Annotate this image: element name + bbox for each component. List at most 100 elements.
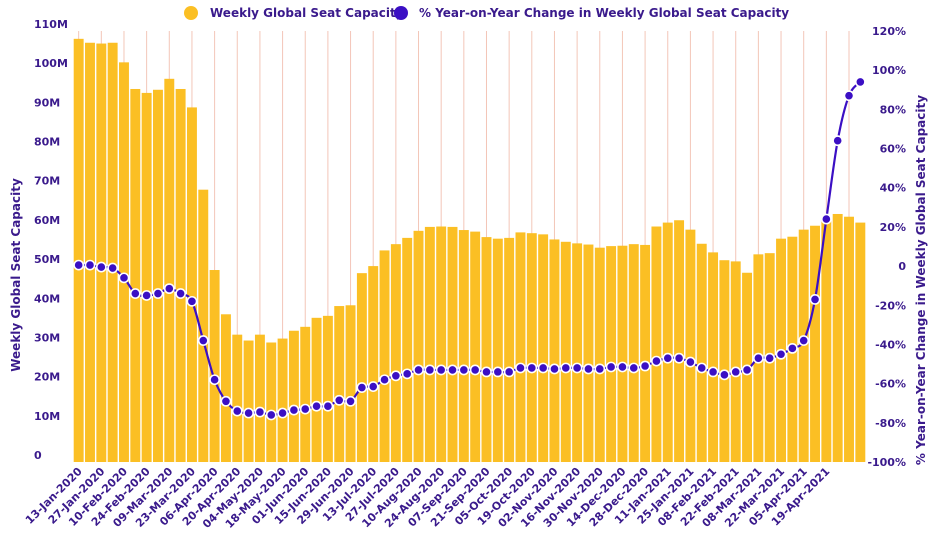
yoy-point	[277, 407, 288, 419]
capacity-bar	[810, 225, 820, 462]
yoy-point	[526, 362, 538, 374]
capacity-bar	[141, 92, 152, 462]
yoy-point	[129, 288, 141, 299]
yoy-point	[515, 362, 526, 374]
right-axis: -100% -80% -60% -40% -20% 0 20% 40% 60% 80% 100% 12…	[867, 25, 906, 469]
yoy-point	[447, 364, 458, 376]
capacity-bar	[164, 78, 175, 462]
capacity-bar	[696, 243, 707, 462]
capacity-bar	[254, 334, 265, 462]
left-tick-label: 100M	[34, 57, 68, 70]
yoy-point	[95, 261, 107, 273]
yoy-point	[481, 366, 492, 378]
capacity-bar	[119, 62, 129, 462]
yoy-point	[537, 362, 549, 374]
capacity-bar	[220, 314, 231, 462]
capacity-bar	[266, 342, 277, 462]
capacity-bar	[175, 88, 186, 463]
right-axis-title: % Year-on-Year Change in Weekly Global S…	[914, 95, 928, 465]
yoy-point	[583, 363, 594, 375]
yoy-point	[492, 366, 504, 378]
yoy-point	[197, 335, 209, 346]
yoy-point	[288, 404, 300, 416]
yoy-point	[707, 366, 719, 378]
capacity-bar	[288, 330, 299, 462]
yoy-point	[775, 348, 787, 360]
yoy-point	[605, 361, 617, 373]
capacity-bar	[832, 213, 843, 462]
yoy-point	[503, 366, 515, 378]
capacity-bar	[436, 226, 447, 462]
capacity-bar	[628, 244, 639, 462]
capacity-bar	[594, 247, 605, 462]
legend: Weekly Global Seat Capacity % Year-on-Ye…	[184, 6, 789, 20]
capacity-bar	[617, 245, 628, 462]
capacity-bar	[311, 317, 322, 462]
yoy-point	[617, 361, 628, 373]
yoy-point	[367, 381, 379, 392]
capacity-bar	[322, 315, 333, 462]
right-tick-label: 80%	[880, 103, 906, 116]
yoy-point	[809, 293, 821, 305]
capacity-bar	[402, 237, 413, 462]
yoy-point	[696, 362, 708, 374]
yoy-point	[435, 364, 447, 376]
yoy-point	[186, 295, 198, 307]
capacity-bar	[662, 222, 673, 462]
yoy-point	[764, 352, 776, 364]
capacity-bar	[130, 88, 141, 463]
yoy-point	[254, 406, 266, 418]
legend-swatch-capacity	[184, 6, 198, 20]
capacity-bar	[549, 239, 560, 462]
left-tick-label: 10M	[34, 410, 60, 423]
capacity-bar	[504, 237, 515, 462]
capacity-bar	[186, 107, 197, 463]
yoy-point	[243, 407, 254, 419]
yoy-point	[311, 400, 322, 412]
left-tick-label: 0	[34, 449, 42, 462]
right-tick-label: 60%	[880, 143, 906, 156]
yoy-point	[741, 364, 753, 376]
yoy-point	[469, 364, 481, 376]
yoy-point	[628, 362, 640, 374]
right-tick-label: -60%	[875, 378, 906, 391]
capacity-bar	[685, 229, 696, 462]
capacity-bar	[481, 237, 492, 462]
yoy-point	[175, 288, 187, 299]
yoy-point	[107, 262, 119, 274]
capacity-bar	[855, 222, 866, 462]
yoy-point	[458, 364, 470, 376]
left-tick-label: 30M	[34, 331, 60, 344]
yoy-point	[333, 394, 345, 406]
yoy-point	[594, 363, 606, 375]
capacity-bar	[243, 340, 254, 462]
capacity-bar	[345, 305, 356, 462]
capacity-bar	[583, 244, 594, 462]
capacity-bar	[209, 270, 220, 462]
capacity-bar	[708, 252, 719, 462]
left-tick-label: 50M	[34, 253, 60, 266]
left-tick-label: 90M	[34, 96, 60, 109]
capacity-bar	[606, 246, 617, 462]
yoy-point	[718, 369, 730, 381]
yoy-point	[141, 290, 153, 301]
legend-swatch-yoy	[394, 6, 408, 20]
yoy-point	[73, 259, 85, 271]
capacity-bar	[572, 243, 583, 462]
yoy-point	[832, 135, 844, 147]
capacity-bar	[719, 260, 730, 462]
yoy-point	[639, 360, 651, 372]
yoy-point	[231, 405, 243, 417]
right-tick-label: -20%	[875, 299, 906, 312]
capacity-bar	[515, 232, 526, 462]
left-tick-label: 20M	[34, 371, 60, 384]
capacity-bar	[458, 230, 469, 462]
capacity-bar	[413, 230, 424, 462]
right-tick-label: 40%	[880, 182, 906, 195]
capacity-bar	[198, 189, 209, 462]
yoy-point	[118, 272, 130, 284]
yoy-point	[299, 403, 311, 415]
capacity-bar	[73, 38, 84, 462]
yoy-point	[401, 368, 413, 380]
yoy-point	[424, 364, 436, 376]
